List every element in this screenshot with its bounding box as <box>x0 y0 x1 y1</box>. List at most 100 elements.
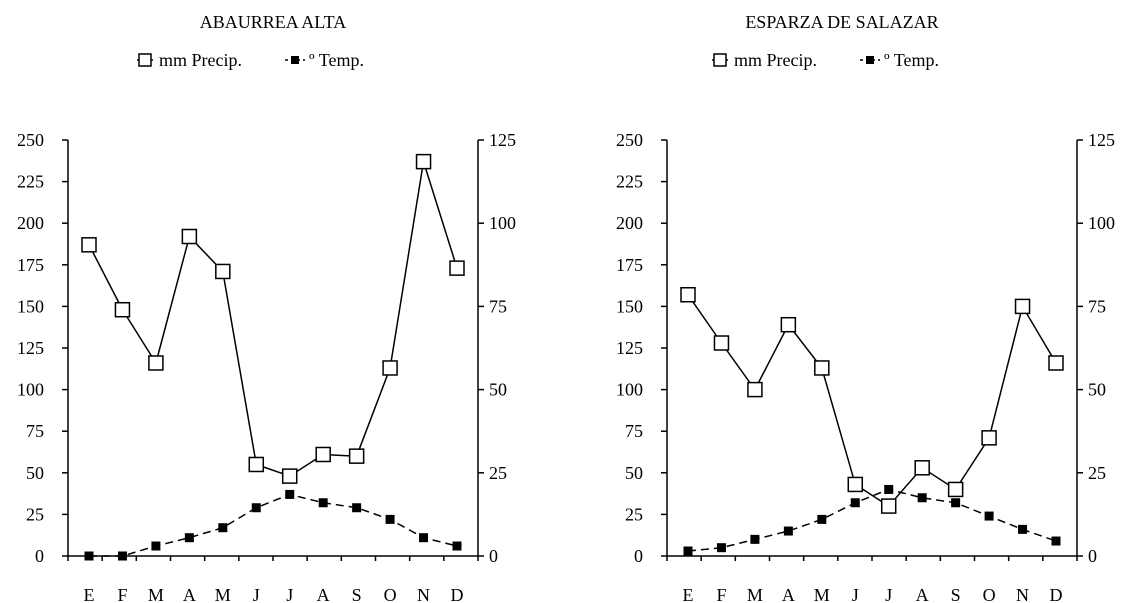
data-point <box>114 301 131 318</box>
left-tick-label: 100 <box>616 380 643 400</box>
right-tick-label: 25 <box>1088 463 1106 483</box>
data-point <box>385 514 395 524</box>
left-tick-label: 225 <box>616 172 643 192</box>
data-point <box>285 489 295 499</box>
series-precipitation <box>680 287 1064 514</box>
legend-label: º Temp. <box>309 50 364 70</box>
legend-marker-filled-square <box>291 56 299 64</box>
data-point <box>747 381 763 398</box>
right-tick-label: 25 <box>489 463 507 483</box>
legend: mm Precip. º Temp. <box>712 50 939 70</box>
data-point <box>218 523 228 533</box>
left-tick-label: 75 <box>625 421 643 441</box>
x-tick-label: M <box>747 585 763 603</box>
left-tick-label: 75 <box>26 421 44 441</box>
right-tick-label: 0 <box>489 546 498 566</box>
legend-label: º Temp. <box>884 50 939 70</box>
right-tick-label: 50 <box>1088 380 1106 400</box>
x-tick-label: A <box>916 585 929 603</box>
axes: 0 25 50 75 100 125 150 175 200 225 250 0 25 50 75 100 12… <box>17 130 516 603</box>
left-tick-label: 175 <box>616 255 643 275</box>
data-point <box>151 541 161 551</box>
legend-marker-filled-square <box>866 56 874 64</box>
left-tick-label: 250 <box>616 130 643 150</box>
data-point <box>951 498 961 508</box>
legend: mm Precip. º Temp. <box>137 50 364 70</box>
data-point <box>783 526 793 536</box>
data-point <box>716 543 726 553</box>
x-tick-label: A <box>183 585 196 603</box>
data-point <box>449 260 465 276</box>
left-tick-label: 25 <box>625 504 643 524</box>
data-point <box>352 503 362 513</box>
x-tick-label: M <box>215 585 231 603</box>
x-tick-label: D <box>1050 585 1063 603</box>
data-point <box>1051 536 1061 546</box>
data-point <box>148 355 164 371</box>
right-tick-label: 75 <box>1088 296 1106 316</box>
chart-2: ESPARZA DE SALAZAR mm Precip. º Temp. 0 25 50… <box>616 12 1115 603</box>
right-tick-label: 75 <box>489 296 507 316</box>
data-point <box>415 153 432 170</box>
legend-label: mm Precip. <box>734 50 817 70</box>
right-tick-label: 125 <box>489 130 516 150</box>
data-point <box>248 456 265 473</box>
chart-1: ABAURREA ALTA mm Precip. º Temp. 0 25 50 75 100… <box>17 12 516 603</box>
data-point <box>318 498 328 508</box>
x-tick-label: A <box>782 585 795 603</box>
chart-title: ESPARZA DE SALAZAR <box>745 12 938 32</box>
left-tick-label: 0 <box>634 546 643 566</box>
data-point <box>847 476 864 493</box>
data-point <box>683 546 693 556</box>
left-tick-label: 125 <box>17 338 44 358</box>
legend-item: º Temp. <box>285 50 364 70</box>
left-tick-label: 150 <box>17 296 44 316</box>
legend-marker-open-square <box>138 53 152 67</box>
legend-item: mm Precip. <box>137 50 242 70</box>
data-point <box>251 503 261 513</box>
legend-item: mm Precip. <box>712 50 817 70</box>
data-point <box>884 484 894 494</box>
chart-title: ABAURREA ALTA <box>200 12 346 32</box>
left-tick-label: 150 <box>616 296 643 316</box>
x-tick-label: M <box>814 585 830 603</box>
left-tick-label: 25 <box>26 504 44 524</box>
legend-label: mm Precip. <box>159 50 242 70</box>
right-tick-label: 100 <box>1088 213 1115 233</box>
data-point <box>984 511 994 521</box>
data-point <box>914 460 930 476</box>
data-point <box>419 533 429 543</box>
x-tick-label: E <box>84 585 95 603</box>
data-point <box>315 446 331 463</box>
left-tick-label: 250 <box>17 130 44 150</box>
right-tick-label: 100 <box>489 213 516 233</box>
data-point <box>452 541 462 551</box>
data-point <box>382 360 398 376</box>
data-point <box>1048 355 1064 371</box>
x-tick-label: N <box>1016 585 1029 603</box>
left-tick-label: 200 <box>17 213 44 233</box>
data-point <box>84 551 94 561</box>
left-tick-label: 125 <box>616 338 643 358</box>
series-line <box>687 294 1057 508</box>
data-point <box>1014 298 1031 315</box>
series-temperature <box>683 484 1061 556</box>
x-tick-label: S <box>951 585 961 603</box>
x-tick-label: N <box>417 585 430 603</box>
data-point <box>880 498 897 514</box>
x-tick-label: A <box>317 585 330 603</box>
left-tick-label: 200 <box>616 213 643 233</box>
x-tick-label: D <box>451 585 464 603</box>
left-tick-label: 225 <box>17 172 44 192</box>
data-point <box>281 468 298 484</box>
series-temperature <box>84 489 462 561</box>
legend-item: º Temp. <box>860 50 939 70</box>
right-tick-label: 0 <box>1088 546 1097 566</box>
x-tick-label: J <box>885 585 892 603</box>
x-tick-label: J <box>852 585 859 603</box>
x-tick-label: F <box>716 585 726 603</box>
data-point <box>750 534 760 544</box>
series-precipitation <box>81 153 465 484</box>
